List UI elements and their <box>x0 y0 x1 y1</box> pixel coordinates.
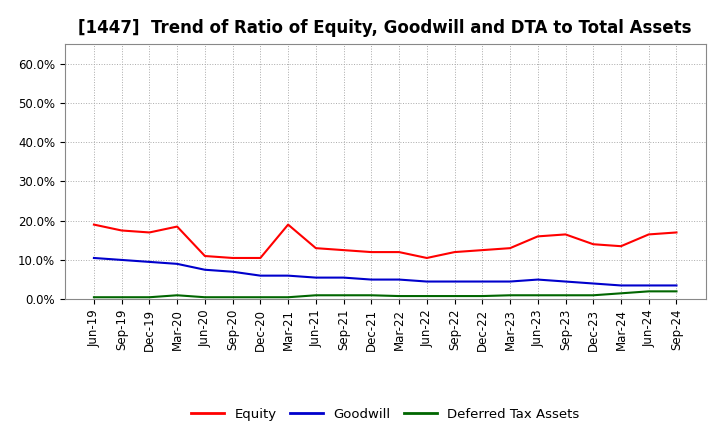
Goodwill <box>89 255 98 260</box>
Goodwill <box>201 267 210 272</box>
Equity <box>561 232 570 237</box>
Goodwill <box>478 279 487 284</box>
Goodwill <box>339 275 348 280</box>
Goodwill <box>644 283 653 288</box>
Deferred Tax Assets <box>423 293 431 299</box>
Goodwill <box>561 279 570 284</box>
Goodwill <box>395 277 403 282</box>
Deferred Tax Assets <box>644 289 653 294</box>
Deferred Tax Assets <box>117 295 126 300</box>
Deferred Tax Assets <box>228 295 237 300</box>
Goodwill <box>589 281 598 286</box>
Deferred Tax Assets <box>256 295 265 300</box>
Goodwill <box>450 279 459 284</box>
Goodwill <box>672 283 681 288</box>
Equity <box>312 246 320 251</box>
Goodwill <box>312 275 320 280</box>
Line: Goodwill: Goodwill <box>94 258 677 286</box>
Equity <box>450 249 459 255</box>
Goodwill <box>505 279 514 284</box>
Deferred Tax Assets <box>173 293 181 298</box>
Equity <box>616 244 625 249</box>
Deferred Tax Assets <box>367 293 376 298</box>
Line: Deferred Tax Assets: Deferred Tax Assets <box>94 291 677 297</box>
Equity <box>201 253 210 259</box>
Deferred Tax Assets <box>561 293 570 298</box>
Goodwill <box>284 273 292 278</box>
Equity <box>284 222 292 227</box>
Equity <box>228 255 237 260</box>
Deferred Tax Assets <box>312 293 320 298</box>
Goodwill <box>117 257 126 263</box>
Deferred Tax Assets <box>284 295 292 300</box>
Equity <box>534 234 542 239</box>
Goodwill <box>173 261 181 267</box>
Equity <box>367 249 376 255</box>
Equity <box>173 224 181 229</box>
Deferred Tax Assets <box>145 295 154 300</box>
Deferred Tax Assets <box>201 295 210 300</box>
Equity <box>395 249 403 255</box>
Deferred Tax Assets <box>339 293 348 298</box>
Goodwill <box>367 277 376 282</box>
Deferred Tax Assets <box>89 295 98 300</box>
Deferred Tax Assets <box>616 291 625 296</box>
Equity <box>145 230 154 235</box>
Equity <box>89 222 98 227</box>
Deferred Tax Assets <box>450 293 459 299</box>
Equity <box>339 247 348 253</box>
Equity <box>505 246 514 251</box>
Equity <box>478 247 487 253</box>
Deferred Tax Assets <box>505 293 514 298</box>
Goodwill <box>256 273 265 278</box>
Line: Equity: Equity <box>94 224 677 258</box>
Goodwill <box>534 277 542 282</box>
Equity <box>423 255 431 260</box>
Goodwill <box>145 259 154 264</box>
Deferred Tax Assets <box>672 289 681 294</box>
Deferred Tax Assets <box>478 293 487 299</box>
Goodwill <box>616 283 625 288</box>
Deferred Tax Assets <box>589 293 598 298</box>
Goodwill <box>423 279 431 284</box>
Equity <box>672 230 681 235</box>
Deferred Tax Assets <box>534 293 542 298</box>
Legend: Equity, Goodwill, Deferred Tax Assets: Equity, Goodwill, Deferred Tax Assets <box>186 403 585 426</box>
Equity <box>117 228 126 233</box>
Deferred Tax Assets <box>395 293 403 299</box>
Equity <box>644 232 653 237</box>
Equity <box>589 242 598 247</box>
Title: [1447]  Trend of Ratio of Equity, Goodwill and DTA to Total Assets: [1447] Trend of Ratio of Equity, Goodwil… <box>78 19 692 37</box>
Goodwill <box>228 269 237 275</box>
Equity <box>256 255 265 260</box>
